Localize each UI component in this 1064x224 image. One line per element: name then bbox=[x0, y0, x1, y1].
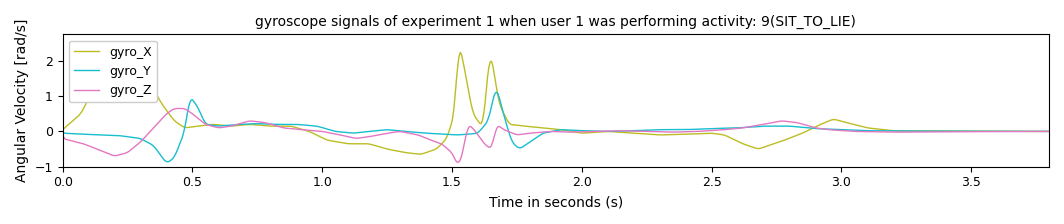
gyro_X bbox=[235, 124, 248, 126]
Y-axis label: Angular Velocity [rad/s]: Angular Velocity [rad/s] bbox=[15, 19, 29, 182]
gyro_Z bbox=[1043, 130, 1055, 133]
gyro_Z bbox=[59, 138, 71, 140]
Title: gyroscope signals of experiment 1 when user 1 was performing activity: 9(SIT_TO_: gyroscope signals of experiment 1 when u… bbox=[255, 15, 857, 29]
gyro_Y bbox=[509, 144, 521, 146]
gyro_Z bbox=[346, 136, 359, 139]
gyro_X bbox=[59, 126, 71, 129]
gyro_Z bbox=[198, 122, 211, 125]
gyro_X bbox=[413, 153, 426, 155]
gyro_Y bbox=[346, 132, 359, 134]
Legend: gyro_X, gyro_Y, gyro_Z: gyro_X, gyro_Y, gyro_Z bbox=[69, 41, 156, 102]
gyro_Y bbox=[198, 120, 211, 123]
gyro_Y bbox=[59, 132, 71, 135]
gyro_X bbox=[1043, 130, 1055, 133]
gyro_X bbox=[197, 124, 210, 127]
gyro_X bbox=[56, 128, 69, 131]
gyro_X bbox=[509, 124, 521, 126]
gyro_Z bbox=[56, 134, 69, 137]
gyro_Z bbox=[237, 121, 250, 124]
gyro_Y bbox=[162, 160, 174, 163]
gyro_X bbox=[454, 51, 467, 54]
gyro_Z bbox=[197, 121, 210, 124]
Line: gyro_X: gyro_X bbox=[63, 52, 1049, 154]
X-axis label: Time in seconds (s): Time in seconds (s) bbox=[488, 195, 622, 209]
gyro_Y bbox=[56, 131, 69, 134]
gyro_Z bbox=[170, 107, 183, 110]
gyro_Y bbox=[237, 123, 250, 125]
gyro_Z bbox=[509, 133, 521, 136]
gyro_Y bbox=[197, 117, 210, 120]
gyro_Y bbox=[491, 91, 503, 94]
Line: gyro_Y: gyro_Y bbox=[63, 92, 1049, 162]
Line: gyro_Z: gyro_Z bbox=[63, 108, 1049, 162]
gyro_Y bbox=[1043, 130, 1055, 133]
gyro_X bbox=[196, 124, 209, 127]
gyro_Z bbox=[451, 161, 464, 164]
gyro_X bbox=[345, 142, 358, 145]
